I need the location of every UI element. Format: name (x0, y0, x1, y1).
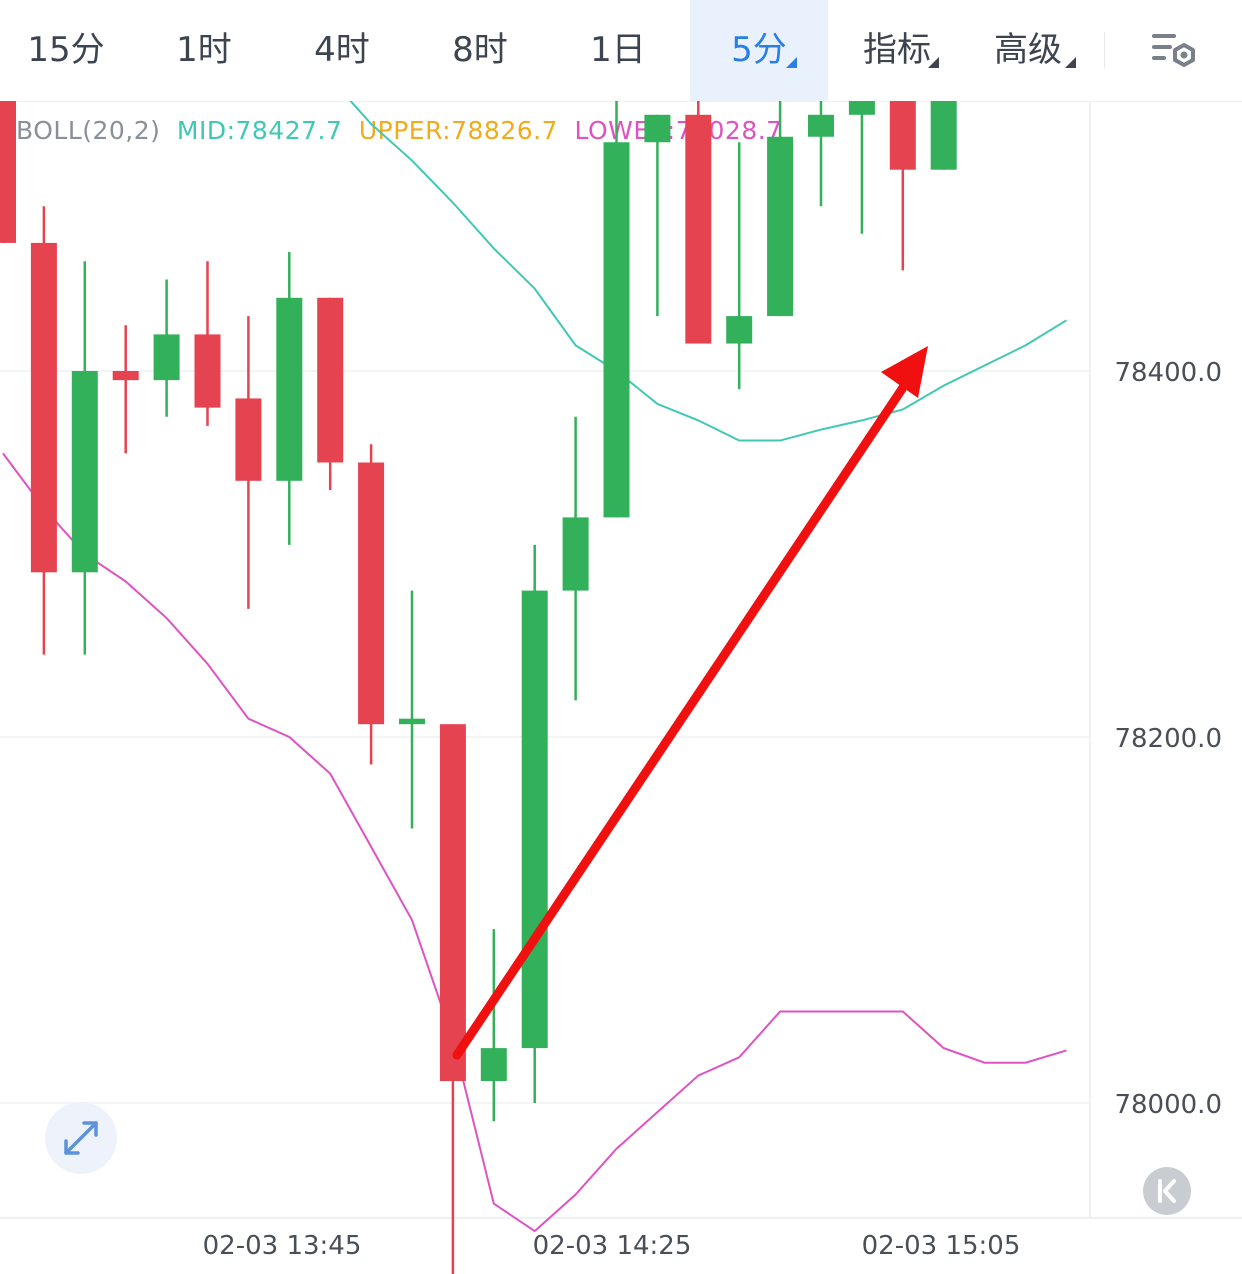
time-tick-label: 02-03 15:05 (862, 1231, 1021, 1261)
price-tick-label: 78200.0 (1114, 724, 1222, 754)
chart-settings-button[interactable] (1140, 26, 1200, 78)
candle-body (399, 718, 425, 725)
candle-body (562, 517, 589, 591)
tab-8h-label: 8时 (452, 30, 508, 70)
tab-advanced-dropdown[interactable]: 高级 (968, 0, 1088, 101)
tab-5min-label: 5分 (731, 30, 787, 70)
price-tick-label: 78000.0 (1114, 1090, 1222, 1120)
boll-name: BOLL(20,2) (16, 116, 161, 145)
tab-1d[interactable]: 1日 (552, 0, 684, 101)
boll-lower-value: LOWER:78028.7 (574, 116, 783, 145)
tab-4h[interactable]: 4时 (276, 0, 408, 101)
trend-arrow-line (452, 375, 913, 1060)
boll-legend: BOLL(20,2) MID:78427.7 UPPER:78826.7 LOW… (16, 116, 791, 145)
candle-body (603, 142, 630, 518)
candle-body (889, 101, 916, 170)
tab-5min-dropdown[interactable]: 5分 (690, 0, 828, 101)
timeframe-tabbar: 15分 1时 4时 8时 1日 5分 指标 高级 (0, 0, 1242, 102)
tab-4h-label: 4时 (314, 30, 370, 70)
tab-indicators-dropdown[interactable]: 指标 (834, 0, 960, 101)
tab-1h[interactable]: 1时 (138, 0, 270, 101)
tab-1h-label: 1时 (176, 30, 232, 70)
dropdown-caret-icon (786, 57, 797, 68)
boll-upper-value: UPPER:78826.7 (358, 116, 558, 145)
tab-indicators-label: 指标 (863, 30, 931, 70)
dropdown-caret-icon (1065, 57, 1076, 68)
candle-body (194, 334, 221, 408)
tab-1d-label: 1日 (590, 30, 646, 70)
candle-body (726, 316, 753, 344)
candle-body (521, 590, 548, 1049)
candle-body (276, 297, 303, 481)
candle-body (0, 101, 16, 243)
low-price-label: 77900.1 (499, 1272, 607, 1274)
candle-body (439, 724, 466, 1082)
candle-body (153, 334, 180, 381)
candle-body (317, 297, 344, 463)
price-tick-label: 78400.0 (1114, 358, 1222, 388)
skip-to-start-icon (1158, 1179, 1176, 1203)
time-tick-label: 02-03 13:45 (203, 1231, 362, 1261)
time-tick-label: 02-03 14:25 (533, 1231, 692, 1261)
candle-body (767, 136, 794, 317)
expand-arrows-icon (64, 1121, 98, 1155)
candle-body (808, 114, 834, 137)
candle-body (71, 371, 98, 573)
trend-arrow-head (881, 346, 928, 398)
expand-button[interactable] (45, 1102, 117, 1174)
candle-body (848, 101, 875, 115)
tab-15min[interactable]: 15分 (0, 0, 132, 101)
chart-settings-icon (1152, 34, 1195, 67)
dropdown-caret-icon (928, 57, 939, 68)
tab-divider (1104, 32, 1105, 68)
tab-advanced-label: 高级 (994, 30, 1062, 70)
candle-body (685, 114, 712, 344)
candle-body (112, 371, 139, 381)
candle-body (480, 1048, 507, 1082)
candle-body (930, 101, 957, 170)
candlestick-chart[interactable]: 78000.078200.078400.078800.078610.878864… (0, 101, 1242, 1274)
boll-lower-line (2, 452, 1067, 1233)
tab-8h[interactable]: 8时 (414, 0, 546, 101)
tab-15min-label: 15分 (27, 30, 105, 70)
scroll-to-latest-button[interactable] (1143, 1167, 1191, 1215)
candle-body (30, 242, 57, 573)
candle-body (644, 114, 671, 143)
boll-mid-value: MID:78427.7 (176, 116, 343, 145)
candle-body (358, 462, 385, 725)
candle-body (235, 398, 262, 481)
